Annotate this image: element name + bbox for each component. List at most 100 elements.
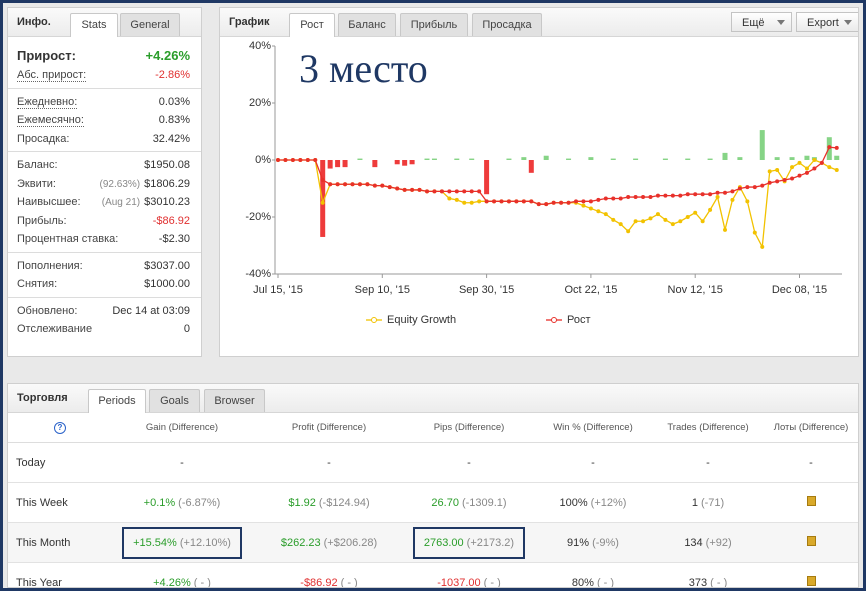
tab[interactable]: Goals [149, 389, 200, 412]
stats-value-wrap: (Aug 21) $3010.23 [102, 193, 190, 213]
line [278, 146, 837, 205]
point [663, 217, 668, 222]
point [477, 189, 482, 194]
period-cell: - [654, 442, 762, 483]
panel-title: Инфо. [17, 16, 51, 28]
point [425, 189, 429, 194]
point [670, 193, 675, 198]
stats-row: Обновлено: Dec 14 at 03:09 [8, 302, 201, 321]
point [767, 180, 772, 185]
dropdown-button[interactable]: Export [796, 12, 858, 32]
point [335, 182, 340, 187]
point [760, 183, 765, 188]
stats-label: Наивысшее: [17, 196, 81, 208]
stats-list: Прирост: +4.26% Абс. прирост: -2.86% Ежеднев… [8, 42, 201, 342]
cell-value: +4.26% [153, 576, 191, 588]
tab[interactable]: General [120, 13, 180, 36]
stats-label: Пополнения: [17, 259, 83, 272]
lots-icon[interactable] [806, 536, 816, 546]
header-cell: Win % (Difference) [532, 413, 654, 443]
point [536, 202, 541, 207]
stats-value-wrap: $1950.08 [144, 156, 190, 175]
period-row: Today - - - - - - [8, 442, 858, 483]
x-tick-label: Sep 30, '15 [459, 284, 514, 296]
cell-diff: (-9%) [592, 536, 619, 549]
stats-value: 32.42% [152, 132, 190, 145]
point [566, 200, 571, 205]
cell-diff: ( - ) [340, 576, 358, 588]
dropdown-button[interactable]: Ещё [731, 12, 792, 32]
stats-value: +4.26% [145, 48, 190, 63]
point [544, 202, 549, 207]
point [529, 199, 534, 204]
bar [685, 158, 691, 160]
point [655, 193, 660, 198]
point [745, 199, 750, 204]
period-cell: 100% (+12%) [532, 482, 654, 523]
cell-diff: (-1309.1) [461, 496, 507, 509]
tab[interactable]: Баланс [338, 13, 396, 36]
cell-diff: ( - ) [193, 576, 211, 588]
stats-value: -2.86% [155, 69, 190, 81]
chart-body: 40% 20% 0% -20% -40% Jul 15, '15 Sep 10, '15 Se… [245, 40, 842, 326]
x-tick-label: Oct 22, '15 [564, 284, 617, 296]
y-tick-label: -20% [245, 211, 271, 223]
annotation: 3 место [299, 46, 428, 91]
cell-value: +15.54% [133, 536, 177, 549]
point [700, 192, 705, 197]
cell-diff: (-6.87%) [178, 496, 221, 509]
cell-diff: (+12%) [590, 496, 627, 509]
panel-header: Торговля Periods Goals Browser [8, 384, 858, 413]
tab[interactable]: Просадка [472, 13, 542, 36]
cell-value: - [327, 456, 331, 469]
point [484, 199, 489, 204]
lots-icon[interactable] [806, 496, 816, 506]
stats-row: Отслеживание 0 [8, 320, 201, 339]
stats-value: $1000.00 [144, 278, 190, 290]
point [648, 195, 653, 200]
period-row: This Year +4.26%( - ) -$86.92( - ) -1037.00… [8, 562, 858, 588]
bar [335, 160, 341, 168]
cell-diff: ( - ) [483, 576, 501, 588]
stats-value-wrap: $3037.00 [144, 257, 190, 276]
point [588, 206, 593, 211]
point [834, 145, 839, 150]
tab[interactable]: Periods [88, 389, 146, 413]
period-cell: - [406, 442, 532, 483]
tab[interactable]: Browser [204, 389, 265, 412]
cell-value: - [809, 456, 813, 469]
bar [588, 157, 594, 160]
period-cell: - [532, 442, 654, 483]
point [611, 196, 616, 201]
stats-value-wrap: 0.83% [159, 111, 190, 130]
point [551, 200, 556, 205]
stats-label: Прирост: [17, 48, 76, 63]
point [708, 192, 713, 197]
tab[interactable]: Stats [70, 13, 118, 37]
stats-label: Ежедневно: [17, 95, 78, 109]
stats-value-wrap: -$2.30 [159, 230, 190, 249]
period-cell: - [252, 442, 406, 483]
point [439, 189, 444, 194]
period-label: This Month [8, 522, 112, 563]
stats-row: Просадка: 32.42% [8, 130, 201, 149]
bar [342, 160, 348, 168]
help-icon[interactable]: ? [54, 421, 66, 434]
point [685, 192, 690, 197]
period-cell: - [112, 442, 252, 483]
stats-label: Просадка: [17, 132, 70, 145]
panel-header: График Рост Баланс Прибыль Просадка Ещё Export [220, 8, 858, 37]
legend-label: Equity Growth [387, 314, 456, 326]
point [745, 185, 750, 190]
header-cell: ? [8, 413, 112, 443]
bar [327, 160, 333, 169]
point [618, 222, 623, 227]
point [320, 200, 325, 205]
point [372, 183, 377, 188]
stats-label: Прибыль: [17, 214, 67, 227]
tab[interactable]: Прибыль [400, 13, 468, 36]
point [469, 189, 474, 194]
tab[interactable]: Рост [289, 13, 335, 37]
lots-icon[interactable] [806, 576, 816, 586]
bar [528, 160, 534, 173]
